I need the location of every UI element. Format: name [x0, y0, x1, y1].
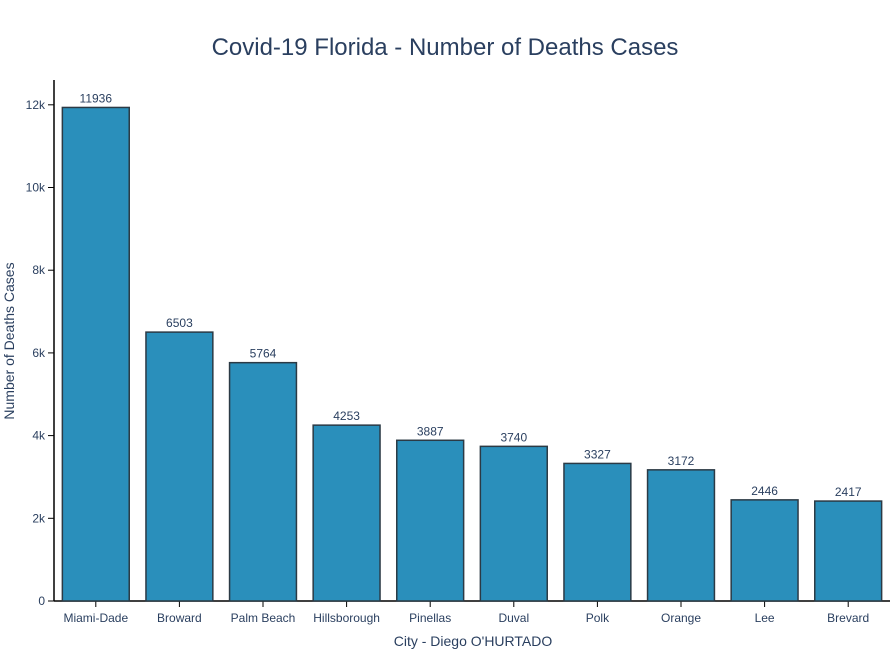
x-tick-label: Polk: [586, 611, 610, 625]
bar[interactable]: [479, 445, 548, 602]
bar[interactable]: [61, 106, 130, 602]
y-tick-label: 2k: [32, 511, 46, 525]
bar[interactable]: [312, 424, 381, 602]
y-tick-label: 4k: [32, 429, 46, 443]
data-label: 11936: [80, 91, 113, 105]
x-tick-label: Brevard: [827, 611, 869, 625]
y-tick-label: 10k: [26, 181, 46, 195]
y-tick-label: 6k: [32, 346, 46, 360]
data-label: 2417: [835, 485, 862, 499]
x-tick-label: Miami-Dade: [63, 611, 128, 625]
data-label: 3740: [500, 430, 527, 444]
x-tick-label: Palm Beach: [231, 611, 296, 625]
data-label: 6503: [166, 316, 193, 330]
data-label: 4253: [333, 409, 360, 423]
y-tick-label: 12k: [26, 98, 46, 112]
y-axis: 0 2k 4k 6k 8k 10k 12k: [26, 80, 55, 608]
data-label: 5764: [250, 347, 277, 361]
bars: [61, 106, 883, 602]
data-label: 3327: [584, 447, 611, 461]
x-tick-label: Hillsborough: [313, 611, 380, 625]
y-tick-label: 0: [38, 594, 45, 608]
x-tick-label: Broward: [157, 611, 202, 625]
data-label: 3172: [668, 454, 695, 468]
x-axis-title: City - Diego O'HURTADO: [394, 633, 553, 649]
data-labels: 11936 6503 5764 4253 3887 3740 3327 3172 2446 241…: [80, 91, 862, 499]
data-label: 3887: [417, 424, 444, 438]
x-axis: Miami-Dade Broward Palm Beach Hillsborough P…: [54, 600, 890, 625]
bar[interactable]: [396, 439, 465, 602]
x-tick-label: Lee: [755, 611, 775, 625]
bar[interactable]: [563, 462, 632, 602]
bar[interactable]: [646, 469, 716, 602]
x-tick-label: Pinellas: [409, 611, 451, 625]
x-tick-label: Duval: [498, 611, 529, 625]
y-axis-title: Number of Deaths Cases: [1, 262, 17, 419]
chart-title: Covid-19 Florida - Number of Deaths Case…: [211, 34, 679, 61]
data-label: 2446: [751, 484, 778, 498]
x-tick-label: Orange: [661, 611, 701, 625]
bar[interactable]: [228, 361, 298, 602]
y-tick-label: 8k: [32, 263, 46, 277]
bar[interactable]: [145, 331, 214, 602]
bar[interactable]: [814, 500, 883, 602]
bar[interactable]: [730, 499, 799, 602]
